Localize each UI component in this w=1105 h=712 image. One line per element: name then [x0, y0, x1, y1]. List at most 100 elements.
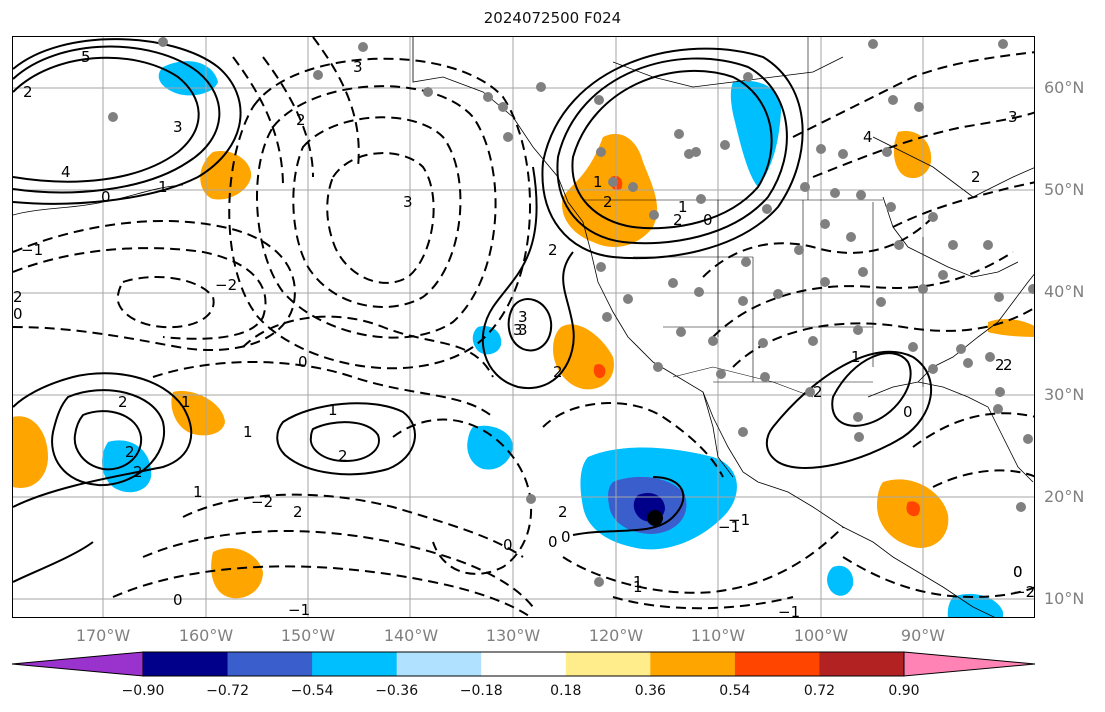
storm-center-marker	[647, 510, 663, 526]
contour-label: 2	[296, 111, 306, 129]
blue-patch-gulf-alaska	[158, 61, 218, 96]
red-patch-ca	[593, 364, 606, 379]
colorbar-tick-label: 0.36	[634, 683, 666, 699]
blue-patch-pacific-3	[827, 565, 854, 596]
blue-patch-pacific-1	[467, 425, 513, 470]
colorbar-tick-label: −0.54	[290, 683, 334, 699]
contour-label: −1	[728, 511, 750, 529]
contour-label: 1	[181, 393, 191, 411]
contour-label: 1	[851, 348, 861, 366]
contour-label: 2	[558, 503, 568, 521]
colorbar-cell	[481, 652, 567, 676]
contour-label: 0	[503, 536, 513, 554]
contour-label: 1	[633, 578, 643, 596]
colorbar-extend-high	[903, 651, 1036, 677]
contour-label: −1	[21, 241, 43, 259]
orange-patch-subtropics-2	[211, 548, 263, 599]
contour-label: 3	[1008, 108, 1018, 126]
orange-patch-east-coast	[988, 319, 1034, 337]
orange-patch-north-pacific	[200, 151, 252, 200]
contour-label: 2	[133, 463, 143, 481]
contour-label: −2	[251, 493, 273, 511]
contour-label: 2	[118, 393, 128, 411]
contour-label: 3	[353, 58, 363, 76]
colorbar-tick-label: −0.18	[459, 683, 503, 699]
contour-label: 2	[1003, 356, 1013, 374]
contour-label: 1	[158, 178, 168, 196]
contour-label: 2	[23, 83, 33, 101]
contour-label: 1	[193, 483, 203, 501]
contour-label: 2	[995, 356, 1005, 374]
contour-label: 1	[328, 401, 338, 419]
contour-label: 2	[293, 503, 303, 521]
contour-label: 0	[903, 403, 913, 421]
shaded-anomalies	[13, 61, 1034, 617]
dashed-contours	[13, 37, 1034, 617]
contour-label: 0	[1013, 563, 1023, 581]
blue-patch-west-edge	[101, 440, 152, 493]
colorbar-tick-label: −0.90	[121, 683, 165, 699]
contour-label: 2	[125, 443, 135, 461]
contour-label: 0	[561, 528, 571, 546]
colorbar-cell	[819, 652, 905, 676]
contour-label: −1	[288, 601, 310, 618]
lon-label-160w: 160°W	[178, 626, 234, 645]
lon-label-140w: 140°W	[383, 626, 439, 645]
contour-label: 3	[513, 321, 523, 339]
colorbar-tick-label: 0.54	[719, 683, 751, 699]
lat-label-10n: 10°N	[1044, 589, 1085, 608]
graticule	[13, 37, 1034, 617]
station-markers	[108, 37, 1034, 587]
lat-label-60n: 60°N	[1044, 78, 1085, 97]
lon-label-170w: 170°W	[75, 626, 131, 645]
lon-label-130w: 130°W	[485, 626, 541, 645]
contour-label: 2	[553, 363, 563, 381]
contour-label: 0	[703, 211, 713, 229]
lat-label-40n: 40°N	[1044, 282, 1085, 301]
contour-label: 0	[1013, 563, 1023, 581]
contour-label: 0	[173, 591, 183, 609]
colorbar-tick-label: 0.72	[803, 683, 836, 699]
colorbar-tick-label: −0.36	[375, 683, 419, 699]
colorbar-tick-label: −0.72	[206, 683, 249, 699]
colorbar-tick-label: 0.90	[888, 683, 920, 699]
contour-label: 1	[633, 573, 643, 591]
contour-label: 2	[603, 193, 613, 211]
lat-label-50n: 50°N	[1044, 180, 1085, 199]
contour-label: 1	[243, 423, 253, 441]
lon-label-150w: 150°W	[280, 626, 336, 645]
lon-label-100w: 100°W	[793, 626, 849, 645]
contour-label: 2	[673, 211, 683, 229]
contour-label: 3	[403, 193, 413, 211]
colorbar-outline	[142, 651, 905, 677]
contour-label: 3	[173, 118, 183, 136]
contour-label: 0	[548, 533, 558, 551]
lon-label-90w: 90°W	[900, 626, 946, 645]
map-title: 2024072500 F024	[483, 9, 622, 27]
contour-label: 2	[548, 241, 558, 259]
contour-label: 4	[863, 128, 873, 146]
colorbar-cell	[650, 652, 736, 676]
contour-label: 3	[518, 308, 528, 326]
contour-label: 5	[81, 48, 91, 66]
lat-label-20n: 20°N	[1044, 487, 1085, 506]
colorbar	[11, 651, 1036, 677]
orange-patch-subtropics-1	[171, 391, 225, 436]
contour-label: 2	[813, 383, 823, 401]
solid-contours	[13, 38, 932, 583]
contour-label: −1	[778, 603, 800, 618]
colorbar-cell	[143, 652, 229, 676]
orange-patch-west-edge	[13, 416, 48, 488]
orange-patch-gulf	[893, 131, 932, 179]
political-boundaries	[583, 37, 924, 398]
colorbar-cell	[312, 652, 398, 676]
contour-label: 2	[971, 168, 981, 186]
contour-label: 0	[13, 305, 23, 323]
contour-label: 4	[61, 163, 71, 181]
contour-label: 3	[518, 321, 528, 339]
contour-label: −2	[1013, 583, 1035, 601]
lon-label-110w: 110°W	[690, 626, 746, 645]
contour-label: −1	[718, 518, 740, 536]
contour-label: 1	[678, 198, 688, 216]
colorbar-cells	[11, 651, 1036, 677]
